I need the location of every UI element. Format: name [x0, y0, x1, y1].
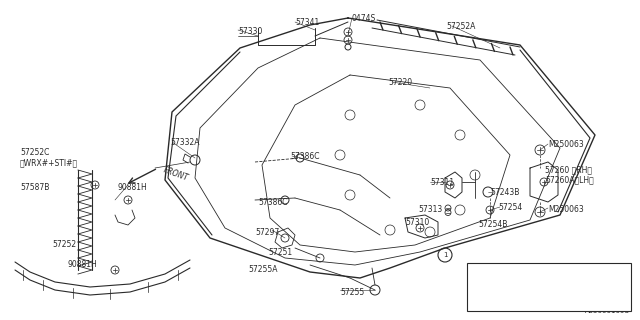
Text: A550001098: A550001098	[585, 308, 630, 314]
Text: 90881H: 90881H	[118, 183, 148, 192]
Text: M250063: M250063	[548, 140, 584, 149]
Text: 57332A: 57332A	[170, 138, 200, 147]
Text: 57254B: 57254B	[478, 220, 508, 229]
Text: 57260 〈RH〉: 57260 〈RH〉	[545, 165, 592, 174]
Text: 57341: 57341	[295, 18, 319, 27]
Text: M250063: M250063	[548, 205, 584, 214]
Text: 90881H: 90881H	[68, 260, 98, 269]
Text: 57252: 57252	[52, 240, 76, 249]
Text: 0474S: 0474S	[352, 14, 376, 23]
Text: 57255A: 57255A	[248, 265, 278, 274]
Text: 57330: 57330	[238, 27, 262, 36]
Text: 57587B: 57587B	[20, 183, 49, 192]
Text: 57254: 57254	[498, 203, 522, 212]
FancyBboxPatch shape	[467, 263, 631, 311]
Text: 57386C: 57386C	[290, 152, 319, 161]
Text: 57251: 57251	[268, 248, 292, 257]
Text: M00027 〈      -0702〉: M00027 〈 -0702〉	[488, 276, 561, 282]
Text: 57311: 57311	[430, 178, 454, 187]
Circle shape	[474, 293, 484, 303]
Text: M000331  0702-      〉: M000331 0702- 〉	[488, 295, 561, 301]
Text: 〈WRX#+STI#〉: 〈WRX#+STI#〉	[20, 158, 78, 167]
Text: 57297: 57297	[255, 228, 279, 237]
Text: 57255: 57255	[340, 288, 364, 297]
Text: FRONT: FRONT	[162, 165, 189, 182]
Text: 57313: 57313	[418, 205, 442, 214]
Text: 57220: 57220	[388, 78, 412, 87]
Text: 57243B: 57243B	[490, 188, 520, 197]
Text: 57310: 57310	[405, 218, 429, 227]
Text: 1: 1	[443, 252, 447, 258]
Text: 57252A: 57252A	[446, 22, 476, 31]
Text: 57386C: 57386C	[258, 198, 287, 207]
Text: 57252C: 57252C	[20, 148, 49, 157]
Text: 57260A〈LH〉: 57260A〈LH〉	[545, 175, 594, 184]
